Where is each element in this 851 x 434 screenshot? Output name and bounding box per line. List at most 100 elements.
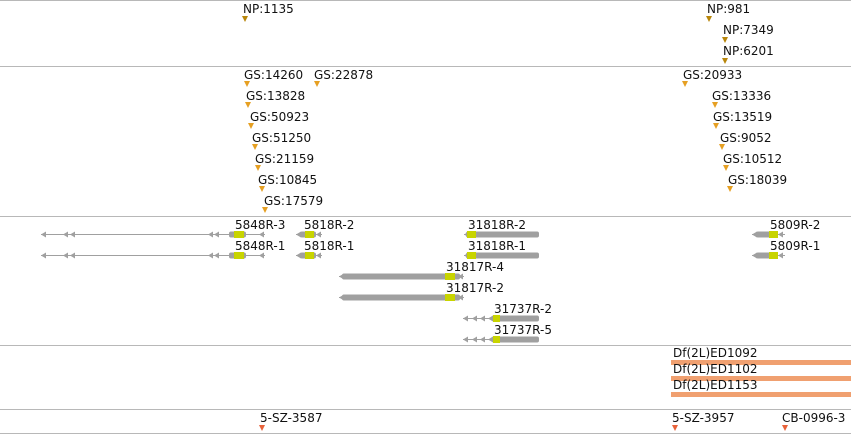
gs-insertion-track: GS:14260 GS:22878 GS:13828 GS:50923 GS:51250… (244, 68, 787, 213)
transcript-label[interactable]: 31737R-5 (494, 323, 552, 337)
np-insertion-label[interactable]: NP:1135 (243, 2, 294, 16)
transcript-label[interactable]: 31818R-1 (468, 239, 526, 253)
gs-insertion-label[interactable]: GS:13336 (712, 89, 771, 103)
transcript-model[interactable] (296, 252, 322, 259)
transcript-label[interactable]: 5848R-3 (235, 218, 285, 232)
strand-arrow (458, 294, 463, 301)
gs-insertion-label[interactable]: GS:9052 (720, 131, 772, 145)
transcript-model[interactable] (752, 252, 785, 259)
deletion-label[interactable]: Df(2L)ED1092 (673, 346, 758, 360)
gs-insertion-marker[interactable] (719, 144, 725, 150)
gs-insertion-label[interactable]: GS:21159 (255, 152, 314, 166)
gs-insertion-marker[interactable] (245, 102, 251, 108)
strand-arrow (208, 231, 213, 238)
exon (466, 252, 539, 259)
transcript-model[interactable] (752, 231, 785, 238)
np-insertion-marker[interactable] (242, 16, 248, 22)
exon (342, 294, 460, 301)
strand-arrow (458, 273, 463, 280)
transcript-model[interactable] (296, 231, 322, 238)
sz-insertion-marker[interactable] (782, 425, 788, 431)
gs-insertion-label[interactable]: GS:22878 (314, 68, 373, 82)
np-insertion-label[interactable]: NP:981 (707, 2, 750, 16)
deletion-bar[interactable] (671, 376, 851, 381)
transcript-label[interactable]: 5809R-2 (770, 218, 820, 232)
gs-insertion-marker[interactable] (727, 186, 733, 192)
transcript-model[interactable] (463, 336, 539, 343)
transcript-label[interactable]: 31737R-2 (494, 302, 552, 316)
transcript-model[interactable] (339, 273, 464, 280)
np-insertion-label[interactable]: NP:6201 (723, 44, 774, 58)
gs-insertion-label[interactable]: GS:10512 (723, 152, 782, 166)
gs-insertion-label[interactable]: GS:51250 (252, 131, 311, 145)
sz-insertion-track: 5-SZ-3587 5-SZ-3957 CB-0996-3 (259, 411, 845, 431)
strand-arrow (480, 315, 485, 322)
gs-insertion-label[interactable]: GS:10845 (258, 173, 317, 187)
deletion-label[interactable]: Df(2L)ED1153 (673, 378, 758, 392)
gs-insertion-marker[interactable] (252, 144, 258, 150)
transcript-label[interactable]: 5818R-1 (304, 239, 354, 253)
cds-block (467, 231, 476, 238)
np-insertion-marker[interactable] (706, 16, 712, 22)
gs-insertion-marker[interactable] (248, 123, 254, 129)
gs-insertion-marker[interactable] (314, 81, 320, 87)
gs-insertion-marker[interactable] (255, 165, 261, 171)
cds-block (493, 336, 500, 343)
strand-arrow (488, 315, 493, 322)
deletion-bar[interactable] (671, 392, 851, 397)
transcript-track: 5848R-3 5848R-1 5818R-2 5818R-1 31818R-2 3181… (41, 218, 820, 343)
strand-arrow (316, 231, 321, 238)
gs-insertion-marker[interactable] (713, 123, 719, 129)
gs-insertion-label[interactable]: GS:50923 (250, 110, 309, 124)
transcript-label[interactable]: 31817R-2 (446, 281, 504, 295)
transcript-label[interactable]: 5848R-1 (235, 239, 285, 253)
gs-insertion-marker[interactable] (682, 81, 688, 87)
strand-arrow (472, 336, 477, 343)
strand-arrow (296, 231, 301, 238)
np-insertion-track: NP:1135 NP:981 NP:7349 NP:6201 (242, 2, 774, 64)
sz-insertion-marker[interactable] (259, 425, 265, 431)
exon (496, 336, 539, 343)
transcript-model[interactable] (339, 294, 464, 301)
gs-insertion-marker[interactable] (262, 207, 268, 213)
strand-arrow (296, 252, 301, 259)
np-insertion-marker[interactable] (722, 37, 728, 43)
strand-arrow (41, 231, 46, 238)
transcript-label[interactable]: 31817R-4 (446, 260, 504, 274)
gs-insertion-label[interactable]: GS:14260 (244, 68, 303, 82)
gs-insertion-label[interactable]: GS:17579 (264, 194, 323, 208)
gs-insertion-marker[interactable] (259, 186, 265, 192)
sz-insertion-label[interactable]: 5-SZ-3957 (672, 411, 734, 425)
exon (342, 273, 460, 280)
cds-block (234, 252, 244, 259)
sz-insertion-label[interactable]: CB-0996-3 (782, 411, 845, 425)
strand-arrow (752, 252, 757, 259)
transcript-model[interactable] (464, 252, 539, 259)
strand-arrow (463, 336, 468, 343)
sz-insertion-label[interactable]: 5-SZ-3587 (260, 411, 322, 425)
gs-insertion-marker[interactable] (712, 102, 718, 108)
transcript-model[interactable] (41, 252, 265, 259)
np-insertion-label[interactable]: NP:7349 (723, 23, 774, 37)
gs-insertion-marker[interactable] (244, 81, 250, 87)
exon (466, 231, 539, 238)
transcript-model[interactable] (41, 231, 265, 238)
gs-insertion-label[interactable]: GS:20933 (683, 68, 742, 82)
strand-arrow (208, 252, 213, 259)
transcript-model[interactable] (464, 231, 539, 238)
transcript-label[interactable]: 31818R-2 (468, 218, 526, 232)
transcript-label[interactable]: 5809R-1 (770, 239, 820, 253)
deletion-label[interactable]: Df(2L)ED1102 (673, 362, 758, 376)
gs-insertion-label[interactable]: GS:13828 (246, 89, 305, 103)
transcript-model[interactable] (463, 315, 539, 322)
transcript-label[interactable]: 5818R-2 (304, 218, 354, 232)
cds-block (769, 231, 778, 238)
gs-insertion-marker[interactable] (723, 165, 729, 171)
gs-insertion-label[interactable]: GS:13519 (713, 110, 772, 124)
gs-insertion-label[interactable]: GS:18039 (728, 173, 787, 187)
sz-insertion-marker[interactable] (672, 425, 678, 431)
np-insertion-marker[interactable] (722, 58, 728, 64)
cds-block (305, 231, 314, 238)
deletion-bar[interactable] (671, 360, 851, 365)
